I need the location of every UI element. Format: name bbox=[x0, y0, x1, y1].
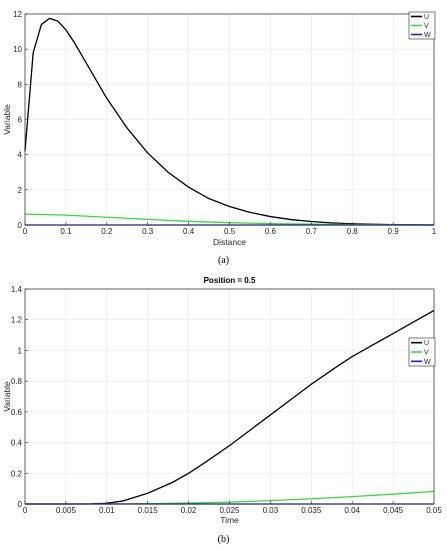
y-tick-label: 0.8 bbox=[11, 377, 23, 386]
y-tick-label: 0 bbox=[18, 221, 23, 230]
y-tick-label: 2 bbox=[18, 186, 23, 195]
x-tick-label: 0.5 bbox=[224, 227, 236, 236]
y-tick-label: 6 bbox=[18, 116, 23, 125]
x-tick-label: 0 bbox=[23, 227, 28, 236]
x-tick-label: 0.005 bbox=[56, 506, 77, 515]
x-tick-label: 0.05 bbox=[426, 506, 442, 515]
x-axis-label: Time bbox=[220, 515, 239, 525]
x-tick-label: 0.8 bbox=[347, 227, 359, 236]
y-tick-label: 1.2 bbox=[11, 316, 23, 325]
x-tick-label: 0.015 bbox=[138, 506, 159, 515]
x-tick-label: 0.035 bbox=[301, 506, 322, 515]
y-axis-label: Variable bbox=[2, 381, 12, 412]
y-tick-label: 0.6 bbox=[11, 408, 23, 417]
x-tick-label: 0.02 bbox=[181, 506, 197, 515]
legend-label-w: W bbox=[424, 359, 431, 366]
x-tick-label: 0.2 bbox=[101, 227, 113, 236]
legend-label-u: U bbox=[424, 340, 429, 347]
legend-label-u: U bbox=[424, 14, 429, 21]
x-tick-label: 0.045 bbox=[383, 506, 404, 515]
chart-title: Position = 0.5 bbox=[204, 276, 256, 285]
legend-label-w: W bbox=[424, 32, 431, 39]
chart-panel-1: 0 0.1 0.2 0.3 0.4 0.5 0.6 0.7 0.8 0.9 1024681012Di… bbox=[2, 10, 437, 266]
x-tick-label: 0.4 bbox=[183, 227, 195, 236]
x-tick-label: 0.6 bbox=[265, 227, 277, 236]
y-tick-label: 0.2 bbox=[11, 469, 23, 478]
y-tick-label: 4 bbox=[18, 151, 23, 160]
x-tick-label: 0.9 bbox=[388, 227, 400, 236]
y-tick-label: 0 bbox=[18, 500, 23, 509]
y-axis-label: Variable bbox=[2, 104, 12, 135]
x-tick-label: 1 bbox=[432, 227, 437, 236]
series-line-u bbox=[25, 309, 435, 505]
y-tick-label: 0.4 bbox=[11, 439, 23, 448]
y-tick-label: 10 bbox=[13, 45, 22, 54]
x-tick-label: 0.3 bbox=[142, 227, 154, 236]
y-tick-label: 12 bbox=[13, 10, 22, 19]
legend: UVW bbox=[408, 337, 436, 367]
y-tick-label: 1 bbox=[18, 346, 23, 355]
y-tick-label: 1.4 bbox=[11, 285, 23, 294]
panel-caption: (a) bbox=[218, 255, 229, 266]
x-tick-label: 0.1 bbox=[60, 227, 72, 236]
legend-label-v: V bbox=[424, 23, 429, 30]
legend-label-v: V bbox=[424, 350, 429, 357]
x-tick-label: 0.01 bbox=[99, 506, 115, 515]
x-tick-label: 0.03 bbox=[263, 506, 279, 515]
legend: UVW bbox=[408, 11, 436, 40]
y-tick-label: 8 bbox=[18, 80, 23, 89]
x-tick-label: 0.7 bbox=[306, 227, 318, 236]
panel-caption: (b) bbox=[218, 534, 230, 545]
x-axis-label: Distance bbox=[213, 237, 246, 247]
x-tick-label: 0.04 bbox=[344, 506, 360, 515]
x-tick-label: 0.025 bbox=[219, 506, 240, 515]
x-tick-label: 0 bbox=[23, 506, 28, 515]
chart-panel-2: 0 0.005 0.01 0.015 0.02 0.025 0.03 0.035 0.04 0.0… bbox=[2, 276, 442, 545]
